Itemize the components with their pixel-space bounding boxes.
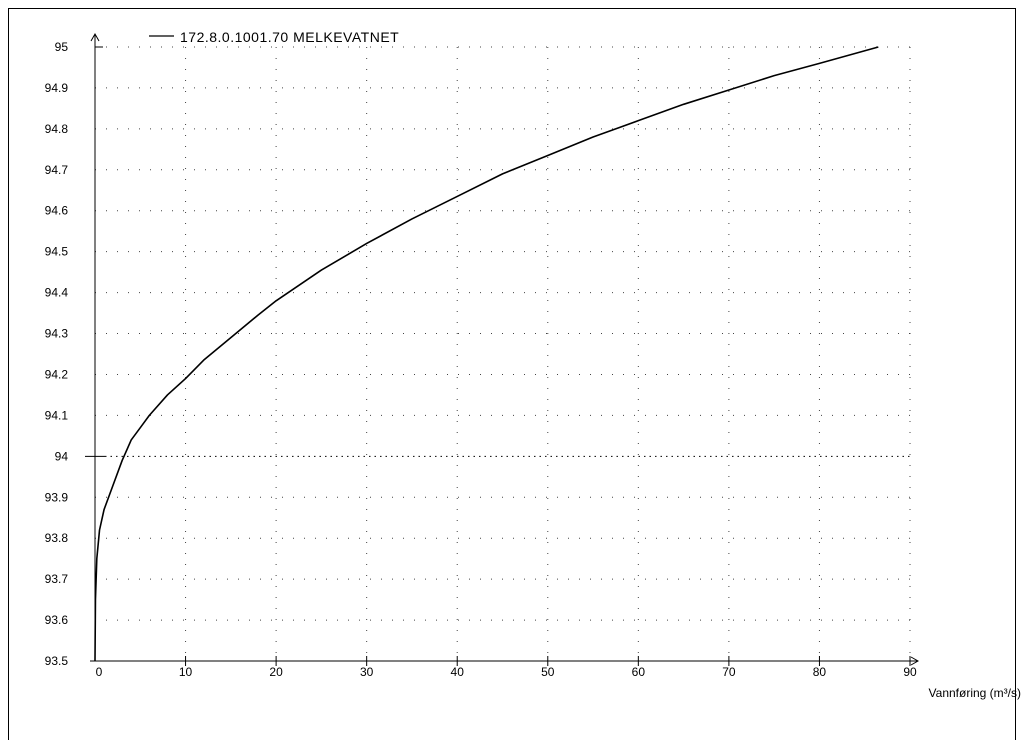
y-tick-label: 94.3 — [45, 327, 69, 341]
y-tick-label: 94.9 — [45, 81, 69, 95]
y-axis-arrow — [90, 32, 100, 42]
x-tick-label: 90 — [903, 665, 917, 679]
y-tick-label: 93.9 — [45, 490, 69, 504]
x-tick-label: 30 — [360, 665, 374, 679]
series-group — [94, 46, 879, 662]
y-tick-label: 93.7 — [45, 572, 69, 586]
y-tick-label: 95 — [55, 40, 69, 54]
x-tick-label: 40 — [451, 665, 465, 679]
x-tick-label: 20 — [269, 665, 283, 679]
axes — [85, 32, 920, 666]
y-tick-label: 93.6 — [45, 613, 69, 627]
y-tick-labels: 93.5 93.6 93.7 93.8 93.9 94 94.1 94.2 94.3 94.4 94… — [45, 40, 69, 668]
y-tick-label: 94.2 — [45, 367, 69, 381]
x-tick-label: 50 — [541, 665, 555, 679]
y-tick-label: 94.4 — [45, 286, 69, 300]
y-tick-label: 94.7 — [45, 163, 69, 177]
y-tick-label: 94.1 — [45, 408, 69, 422]
y-tick-label: 94.5 — [45, 245, 69, 259]
y-tick-label: 94 — [55, 449, 69, 463]
x-tick-label: 80 — [813, 665, 827, 679]
y-tick-label: 94.8 — [45, 122, 69, 136]
x-tick-label: 70 — [722, 665, 736, 679]
chart-frame — [8, 8, 1016, 740]
legend: 172.8.0.1001.70 MELKEVATNET — [149, 29, 399, 45]
x-axis-arrow — [910, 656, 920, 666]
y-tick-label: 93.8 — [45, 531, 69, 545]
x-axis-label: Vannføring (m³/s) — [929, 686, 1021, 700]
grid — [95, 46, 911, 661]
y-tick-label: 94.6 — [45, 204, 69, 218]
x-tick-label: 10 — [179, 665, 193, 679]
series-line — [94, 46, 879, 662]
x-tick-label: 0 — [96, 665, 103, 679]
x-tick-labels: 0 10 20 30 40 50 60 70 80 90 — [96, 665, 917, 679]
x-tick-label: 60 — [632, 665, 646, 679]
legend-label: 172.8.0.1001.70 MELKEVATNET — [180, 29, 399, 45]
y-tick-label: 93.5 — [45, 654, 69, 668]
